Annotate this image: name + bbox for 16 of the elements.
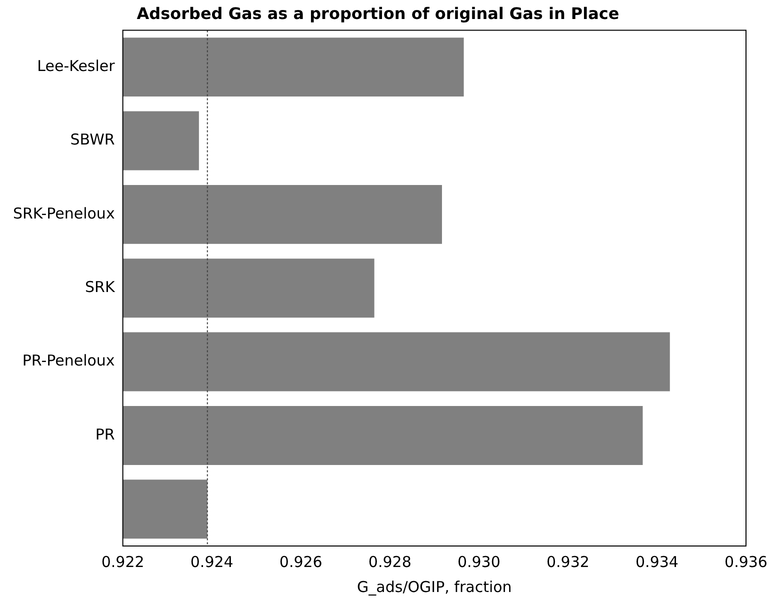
chart-title: Adsorbed Gas as a proportion of original Gas in Place	[136, 4, 620, 23]
y-tick-label: PR-Peneloux	[22, 352, 115, 370]
y-tick-label: SRK-Peneloux	[12, 204, 115, 222]
y-tick-label: PR	[95, 425, 115, 444]
x-tick-label: 0.924	[190, 552, 234, 571]
x-tick-label: 0.930	[457, 552, 500, 571]
x-tick-label: 0.932	[546, 552, 590, 571]
x-tick-label: 0.934	[636, 552, 678, 571]
x-tick-label: 0.936	[724, 552, 768, 571]
x-axis-title: G_ads/OGIP, fraction	[357, 578, 512, 596]
x-tick-label: 0.928	[368, 552, 412, 571]
x-tick-label: 0.922	[101, 552, 144, 571]
y-tick-label: Lee-Kesler	[37, 56, 116, 75]
y-tick-label: SBWR	[70, 130, 115, 149]
y-tick-label: SRK	[85, 278, 116, 296]
x-tick-label: 0.926	[279, 552, 322, 571]
